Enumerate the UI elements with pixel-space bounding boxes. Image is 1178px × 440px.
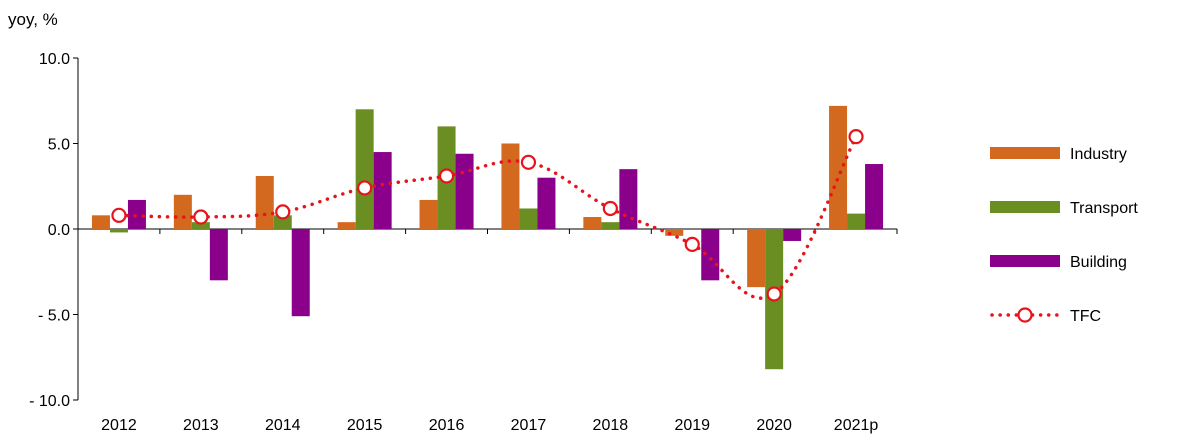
- tfc-line: [117, 134, 858, 300]
- bar-building-2016: [455, 153, 474, 229]
- bar-building-2014: [291, 229, 310, 317]
- bar-transport-2012: [109, 229, 128, 233]
- y-tick-label: - 10.0: [29, 393, 70, 410]
- bar-transport-2013: [191, 222, 210, 229]
- x-tick-label: 2013: [183, 417, 219, 434]
- y-tick-label: 5.0: [48, 137, 70, 154]
- x-tick-label: 2019: [674, 417, 710, 434]
- bar-industry-2021p: [829, 105, 848, 229]
- tfc-point-2020: [766, 286, 782, 302]
- tfc-point-2015: [357, 180, 373, 196]
- x-tick-label: 2016: [429, 417, 465, 434]
- legend-label-building: Building: [1070, 254, 1127, 271]
- bar-industry-2019: [665, 229, 684, 236]
- legend-swatch-building: [990, 255, 1060, 267]
- y-tick-label: 10.0: [39, 51, 70, 68]
- y-tick-label: - 5.0: [38, 308, 70, 325]
- bar-building-2018: [619, 169, 638, 229]
- tfc-point-2021p: [848, 129, 864, 145]
- tfc-line-series: [111, 129, 864, 302]
- tfc-point-2019: [684, 236, 700, 252]
- x-tick-label: 2020: [756, 417, 792, 434]
- bar-industry-2014: [255, 175, 274, 229]
- bar-building-2017: [537, 177, 556, 229]
- legend-label-tfc: TFC: [1070, 308, 1101, 325]
- x-tick-label: 2015: [347, 417, 383, 434]
- legend-label-industry: Industry: [1070, 146, 1127, 163]
- tfc-point-2018: [602, 200, 618, 217]
- y-tick-label: 0.0: [48, 222, 70, 239]
- bar-industry-2013: [173, 194, 192, 229]
- x-tick-label: 2018: [593, 417, 629, 434]
- tfc-point-2013: [193, 209, 209, 225]
- bar-transport-2017: [519, 208, 538, 229]
- legend-label-transport: Transport: [1070, 200, 1138, 217]
- bar-transport-2018: [601, 222, 620, 229]
- bar-building-2021p: [865, 164, 884, 229]
- bar-transport-2014: [273, 215, 292, 229]
- x-tick-label: 2012: [101, 417, 137, 434]
- tfc-point-2012: [111, 207, 127, 223]
- x-tick-label: 2017: [511, 417, 547, 434]
- bar-transport-2021p: [847, 213, 866, 229]
- y-axis: 10.0 5.0 0.0 - 5.0 - 10.0: [29, 51, 79, 410]
- bar-industry-2018: [583, 217, 602, 229]
- bar-building-2012: [127, 199, 146, 229]
- tfc-point-2016: [438, 168, 455, 184]
- bar-transport-2015: [355, 109, 374, 229]
- bar-building-2020: [783, 229, 802, 241]
- bar-building-2015: [373, 152, 392, 229]
- y-axis-unit-label: yoy, %: [8, 10, 58, 29]
- x-tick-label: 2021p: [834, 417, 879, 434]
- bar-industry-2015: [337, 222, 356, 229]
- legend-marker-tfc: [1017, 307, 1033, 323]
- bar-building-2013: [209, 229, 228, 281]
- tfc-point-2014: [275, 204, 291, 220]
- bar-industry-2020: [747, 229, 766, 288]
- legend-swatch-industry: [990, 147, 1060, 159]
- legend-swatch-transport: [990, 201, 1060, 213]
- bar-series: [91, 105, 884, 370]
- legend: Industry Transport Building TFC: [990, 146, 1138, 325]
- bar-industry-2017: [501, 143, 520, 229]
- x-tick-label: 2014: [265, 417, 301, 434]
- bar-building-2019: [701, 229, 720, 281]
- bar-industry-2012: [91, 215, 110, 229]
- bar-industry-2016: [419, 199, 438, 229]
- tfc-point-2017: [520, 154, 537, 170]
